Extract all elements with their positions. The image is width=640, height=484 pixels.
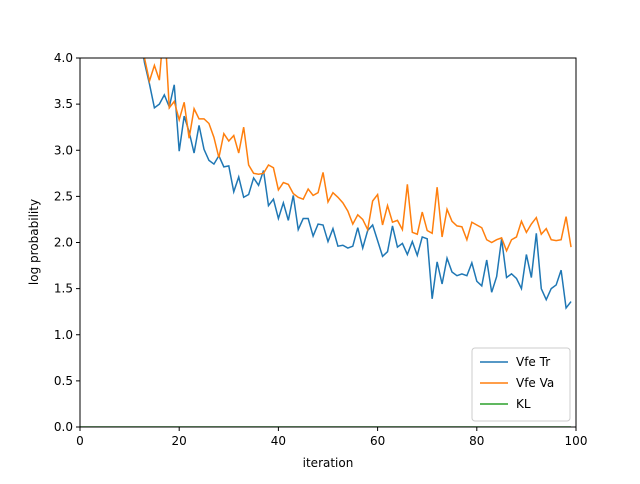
- x-tick-label: 100: [565, 434, 588, 448]
- y-tick-label: 3.0: [54, 143, 73, 157]
- y-tick-label: 3.5: [54, 97, 73, 111]
- y-tick-label: 1.5: [54, 282, 73, 296]
- y-tick-label: 0.0: [54, 420, 73, 434]
- y-axis-label: log probability: [27, 199, 41, 285]
- legend-label: Vfe Tr: [516, 355, 550, 369]
- y-tick-label: 0.5: [54, 374, 73, 388]
- x-tick-label: 40: [271, 434, 286, 448]
- y-tick-label: 2.5: [54, 189, 73, 203]
- x-tick-label: 80: [469, 434, 484, 448]
- y-tick-label: 4.0: [54, 51, 73, 65]
- legend-label: Vfe Va: [516, 376, 554, 390]
- x-tick-label: 0: [76, 434, 84, 448]
- series-line: [143, 58, 572, 310]
- series-line: [143, 58, 572, 253]
- legend-box: [471, 347, 571, 422]
- legend-label: KL: [516, 397, 531, 411]
- y-tick-label: 2.0: [54, 236, 73, 250]
- y-tick-label: 1.0: [54, 328, 73, 342]
- x-tick-label: 60: [370, 434, 385, 448]
- x-tick-label: 20: [172, 434, 187, 448]
- x-axis-label: iteration: [303, 456, 354, 470]
